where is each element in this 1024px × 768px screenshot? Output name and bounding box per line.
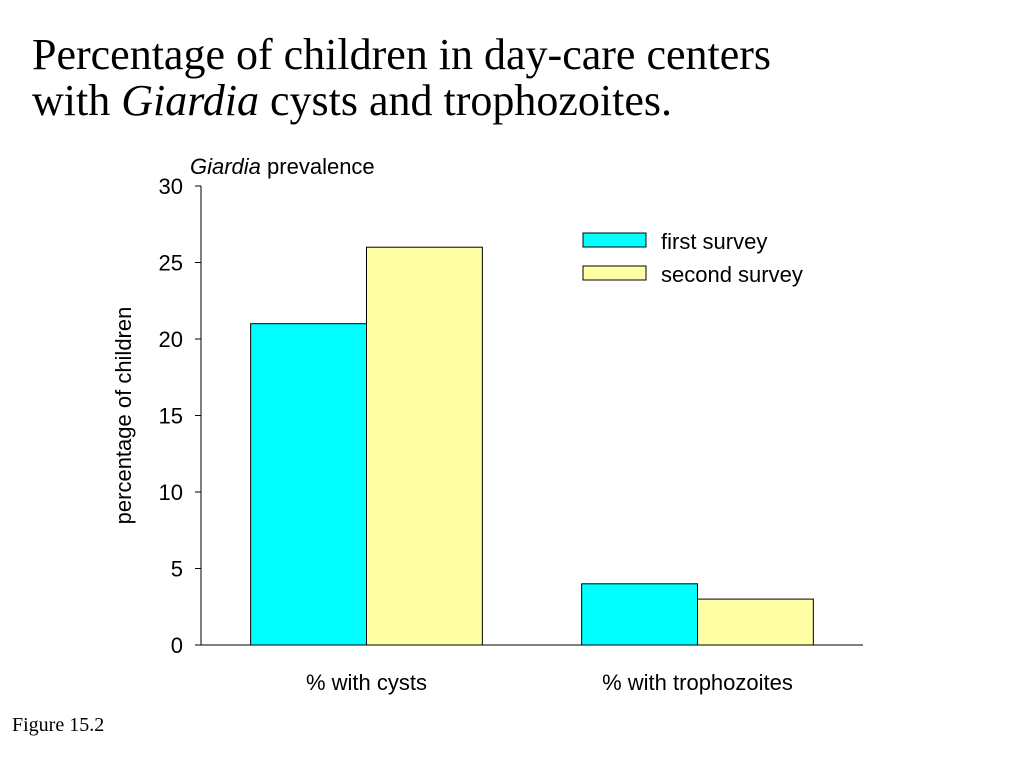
bar-second-survey: [366, 246, 483, 646]
slide-title-prefix: with: [32, 76, 122, 125]
bar-first-survey: [250, 323, 367, 646]
y-tick-label: 0: [171, 633, 183, 658]
legend-swatch: [582, 232, 647, 248]
y-axis-label: percentage of children: [111, 307, 136, 525]
slide-title-line-2: with Giardia cysts and trophozoites.: [32, 78, 992, 124]
legend-swatch: [582, 265, 647, 281]
figure-label: Figure 15.2: [12, 714, 105, 736]
chart-title-italic: Giardia: [190, 154, 261, 179]
chart-title: Giardia prevalence: [190, 154, 375, 179]
bar-second-survey: [697, 598, 814, 646]
chart-title-rest: prevalence: [261, 154, 375, 179]
x-category-label: % with cysts: [306, 670, 427, 695]
y-tick-label: 10: [159, 480, 183, 505]
slide-title: Percentage of children in day-care cente…: [32, 32, 992, 124]
y-tick-label: 5: [171, 557, 183, 582]
y-tick-label: 15: [159, 404, 183, 429]
x-category-label: % with trophozoites: [602, 670, 793, 695]
slide-title-line-1: Percentage of children in day-care cente…: [32, 30, 772, 79]
slide-title-suffix: cysts and trophozoites.: [258, 76, 672, 125]
bar-first-survey: [581, 583, 699, 646]
y-tick-label: 25: [159, 251, 183, 276]
legend-label: second survey: [661, 262, 803, 287]
y-tick-label: 20: [159, 327, 183, 352]
legend-label: first survey: [661, 229, 767, 254]
slide-title-italic: Giardia: [121, 76, 259, 125]
y-tick-label: 30: [159, 174, 183, 199]
